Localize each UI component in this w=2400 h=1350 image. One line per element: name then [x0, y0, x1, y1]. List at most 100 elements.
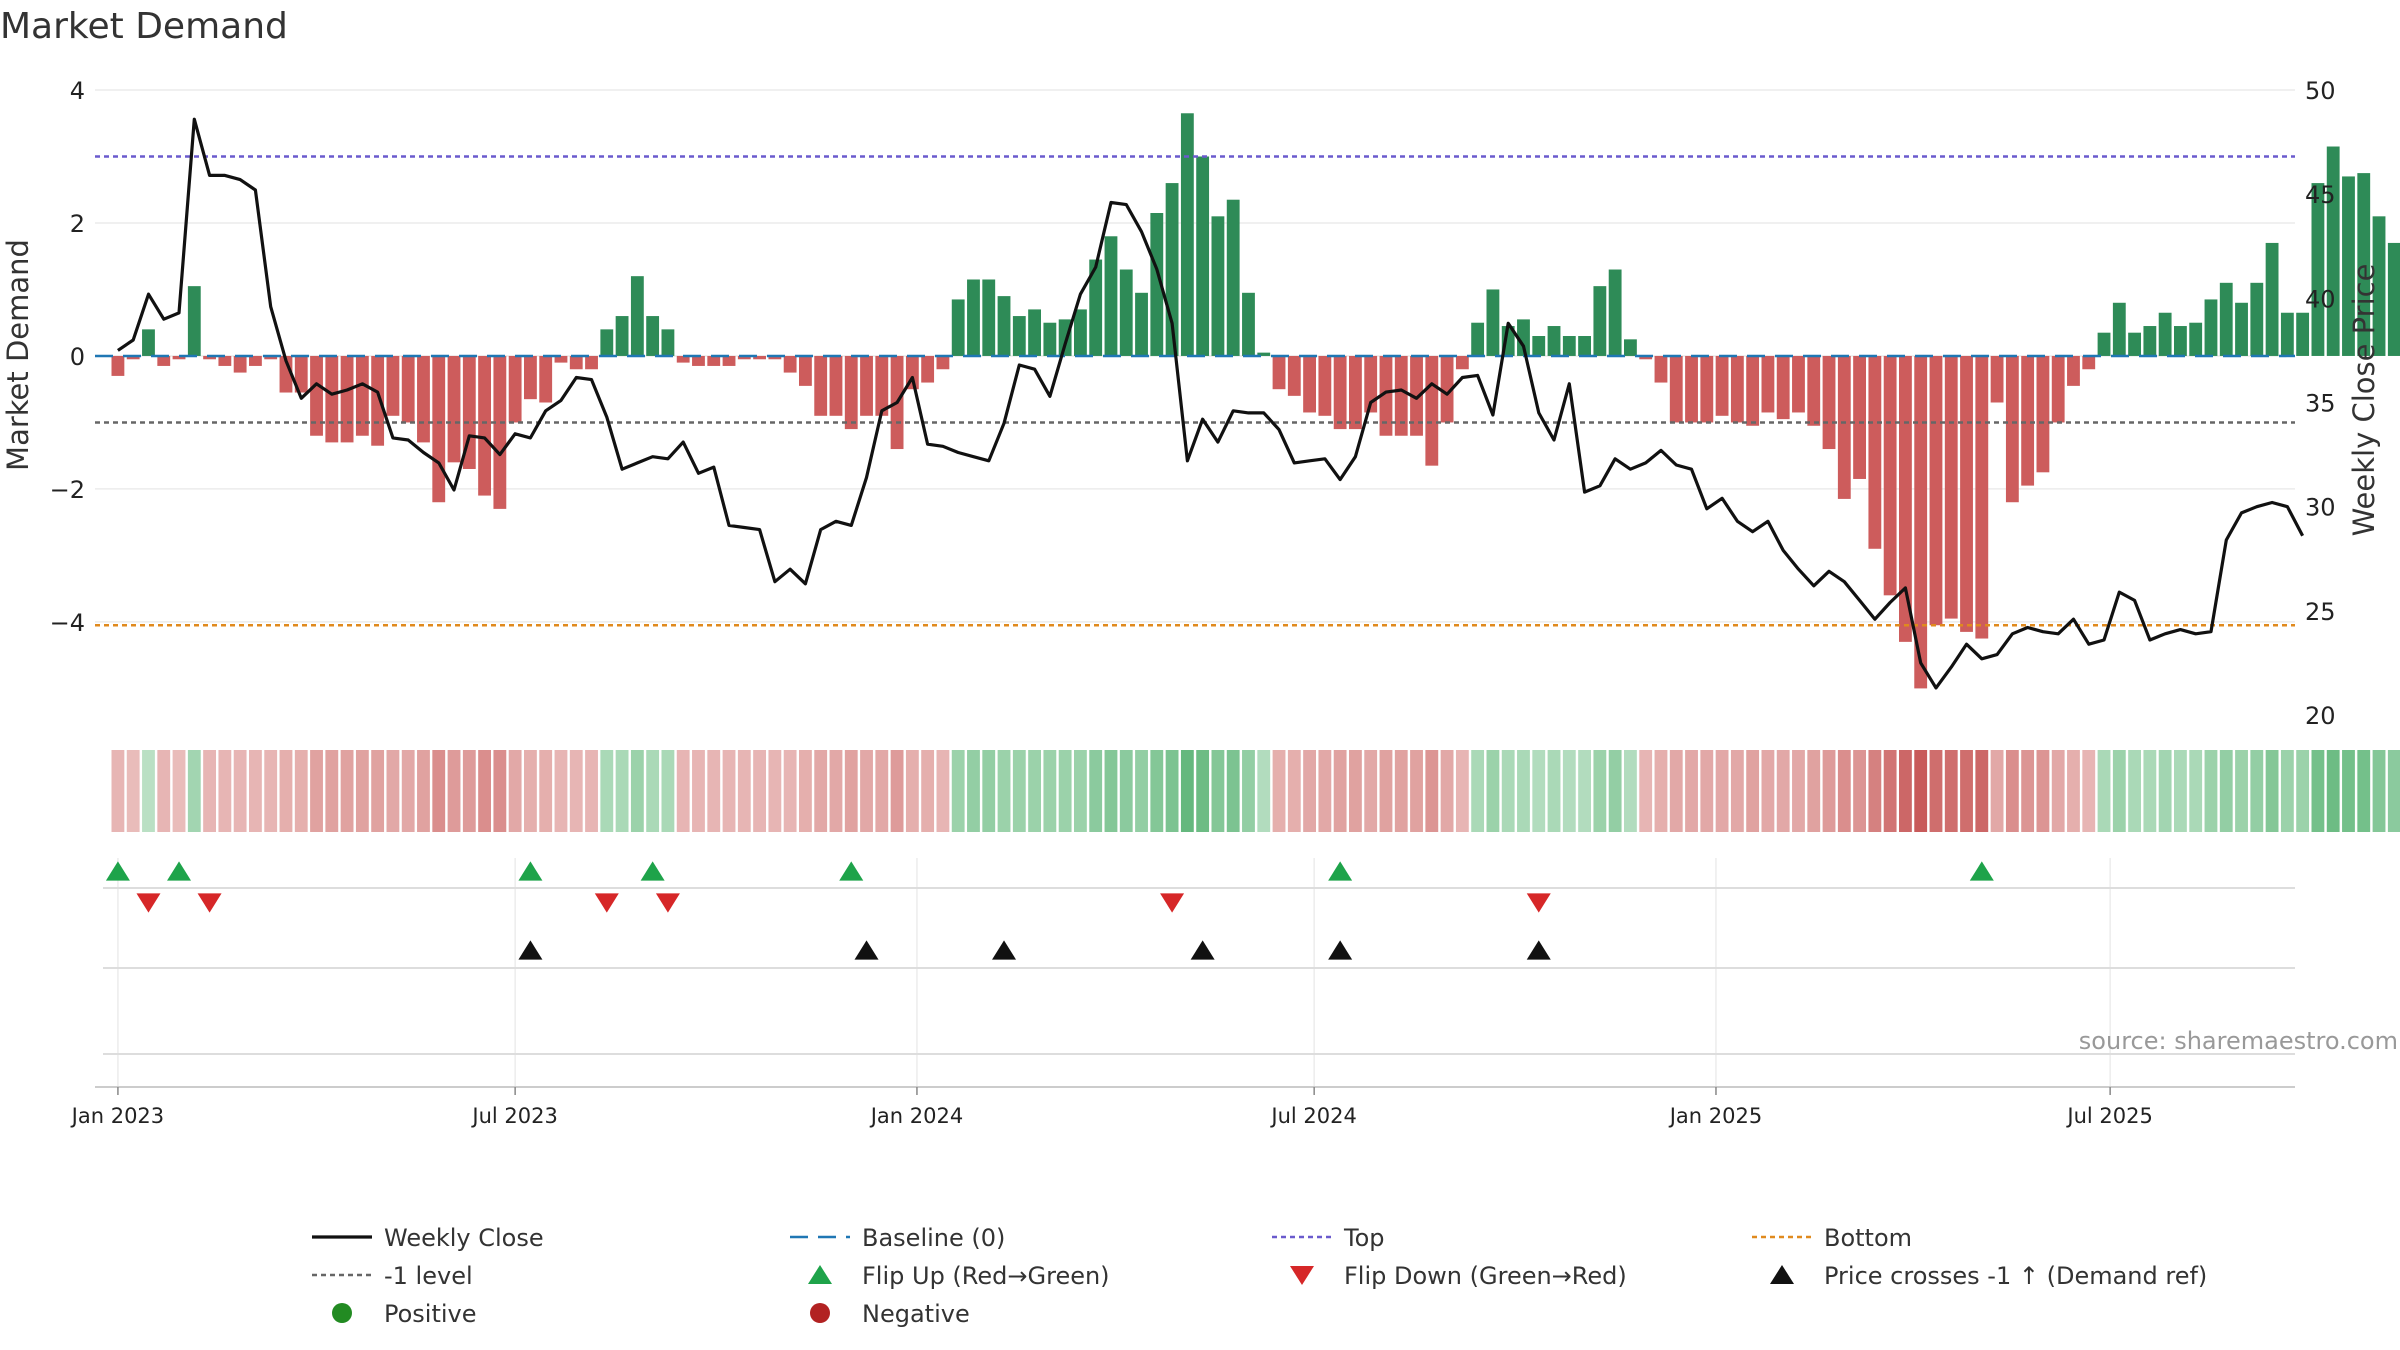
heat-cell [1455, 750, 1469, 832]
heat-cell [2112, 750, 2126, 832]
heat-cell [722, 750, 736, 832]
heat-cell [1180, 750, 1194, 832]
demand-bar [630, 276, 644, 356]
heat-cell [294, 750, 308, 832]
x-tick-label: Jan 2024 [869, 1104, 964, 1128]
heat-cell [1119, 750, 1133, 832]
legend-swatch-legend_positive [332, 1303, 352, 1323]
heat-cell [478, 750, 491, 832]
heat-cell [2296, 750, 2310, 832]
heat-cell [768, 750, 782, 832]
demand-bar [585, 355, 598, 370]
legend-swatch-flip_down [1290, 1266, 1314, 1285]
demand-bar [1349, 355, 1362, 430]
heat-cell [1700, 750, 1714, 832]
heat-cell [1333, 750, 1347, 832]
flip-up-marker [518, 861, 543, 881]
heat-cell [646, 750, 660, 832]
demand-bar [157, 355, 171, 366]
demand-bar [1012, 316, 1026, 356]
demand-bar [1226, 199, 1240, 356]
signal-markers [105, 861, 1994, 960]
demand-bar [142, 329, 155, 356]
heat-cell [1960, 750, 1973, 832]
right-tick-label: 35 [2305, 390, 2336, 418]
demand-bar [2112, 302, 2126, 356]
heat-cell [2158, 750, 2172, 832]
demand-bar [1837, 355, 1851, 499]
heat-cell [2387, 750, 2400, 832]
heat-cell [203, 750, 216, 832]
demand-bar [875, 355, 889, 416]
heat-cell [1364, 750, 1378, 832]
heat-cell [1944, 750, 1958, 832]
legend-label-close: Weekly Close [384, 1224, 544, 1252]
demand-bar [569, 355, 583, 370]
demand-bar [1028, 309, 1041, 356]
heat-cell [1440, 750, 1454, 832]
demand-bar [768, 355, 782, 360]
heat-cell [753, 750, 766, 832]
heat-cell [340, 750, 354, 832]
demand-bar [1074, 309, 1087, 356]
demand-bar [1669, 355, 1683, 423]
demand-bar [1776, 355, 1790, 420]
flip-down-marker [655, 893, 680, 913]
heat-cell [1685, 750, 1698, 832]
demand-bar [1960, 355, 1973, 632]
x-tick-label: Jul 2024 [1269, 1104, 1356, 1128]
demand-bar [2387, 242, 2400, 356]
flip-down-marker [1526, 893, 1551, 913]
chart-title: Market Demand [0, 6, 288, 47]
demand-bar [707, 355, 721, 366]
heat-cell [401, 750, 415, 832]
heat-cell [2067, 750, 2080, 832]
demand-bar [2189, 322, 2203, 356]
demand-bar [646, 316, 660, 356]
demand-bar [1379, 355, 1393, 436]
heat-cell [1165, 750, 1179, 832]
demand-bar [1043, 322, 1057, 356]
heat-cell [585, 750, 598, 832]
heat-cell [1028, 750, 1041, 832]
heat-cell [264, 750, 278, 832]
heat-cell [1517, 750, 1530, 832]
heat-cell [1792, 750, 1805, 832]
demand-bar [2311, 183, 2325, 356]
left-tick-label: 4 [70, 77, 85, 105]
heat-cell [737, 750, 751, 832]
demand-bar [2280, 312, 2294, 356]
demand-bar [1792, 355, 1805, 413]
heat-cell [905, 750, 919, 832]
heat-cell [1975, 750, 1989, 832]
heat-cell [615, 750, 629, 832]
heat-cell [1868, 750, 1882, 832]
demand-bar [1486, 289, 1500, 356]
demand-bar [447, 355, 461, 463]
flip-up-marker [1328, 861, 1353, 881]
flip-up-marker [640, 861, 665, 881]
heat-cell [2128, 750, 2141, 832]
demand-bar [386, 355, 400, 416]
heat-cell [554, 750, 568, 832]
heat-cell [844, 750, 858, 832]
demand-bar [1547, 326, 1561, 356]
heat-cell [325, 750, 339, 832]
heat-cell [1639, 750, 1653, 832]
heat-cell [310, 750, 323, 832]
demand-bar [126, 355, 140, 360]
heat-cell [1730, 750, 1744, 832]
heat-cell [1929, 750, 1943, 832]
demand-bar [1975, 355, 1989, 639]
demand-bar [1394, 355, 1408, 436]
demand-bar [1410, 355, 1423, 436]
demand-bar [1119, 269, 1133, 356]
demand-bar [1257, 352, 1271, 356]
demand-bar [1746, 355, 1760, 426]
heat-cell [2311, 750, 2325, 832]
demand-bar [1593, 286, 1607, 356]
heat-cell [2235, 750, 2248, 832]
price-cross-marker [854, 940, 879, 960]
